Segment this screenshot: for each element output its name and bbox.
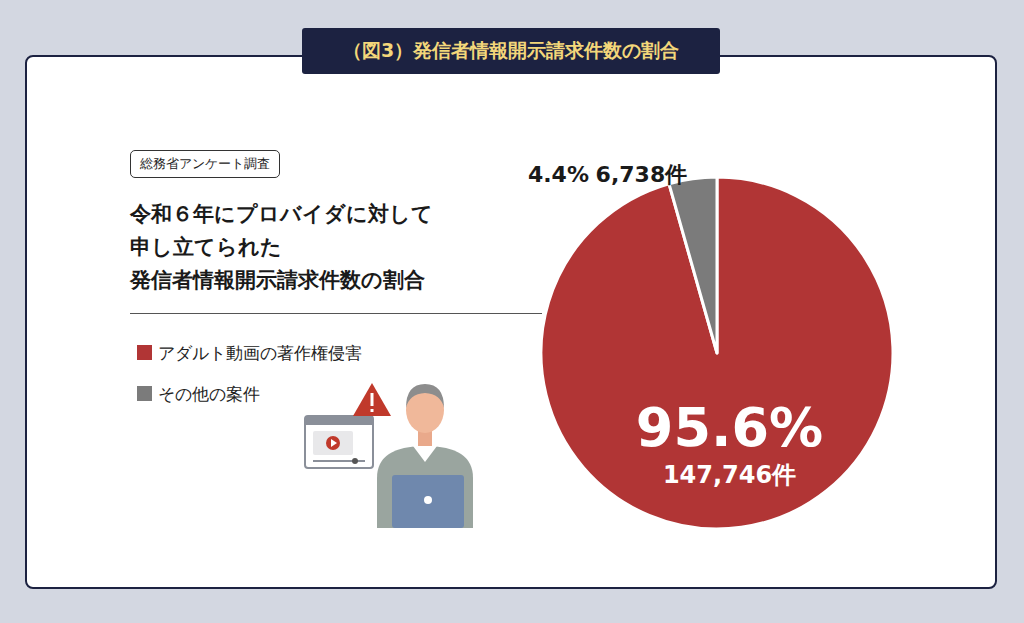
- html-text:総務省アンケート調査: 総務省アンケート調査: [140, 156, 270, 171]
- html-text:（図3）発信者情報開示請求件数の割合: （図3）発信者情報開示請求件数の割合: [342, 39, 680, 61]
- html-text:発信者情報開示請求件数の割合: 発信者情報開示請求件数の割合: [130, 268, 425, 292]
- html-text:令和６年にプロバイダに対して: 令和６年にプロバイダに対して: [130, 202, 433, 226]
- svg-text:その他の案件: その他の案件: [158, 384, 260, 404]
- svg-text:95.6%: 95.6%: [636, 396, 823, 459]
- svg-text:4.4%: 4.4%: [528, 162, 589, 187]
- svg-text:6,738件: 6,738件: [596, 162, 688, 187]
- html-text:申し立てられた: 申し立てられた: [130, 235, 282, 259]
- svg-text:147,746件: 147,746件: [663, 461, 796, 489]
- svg-text:アダルト動画の著作権侵害: アダルト動画の著作権侵害: [158, 343, 362, 363]
